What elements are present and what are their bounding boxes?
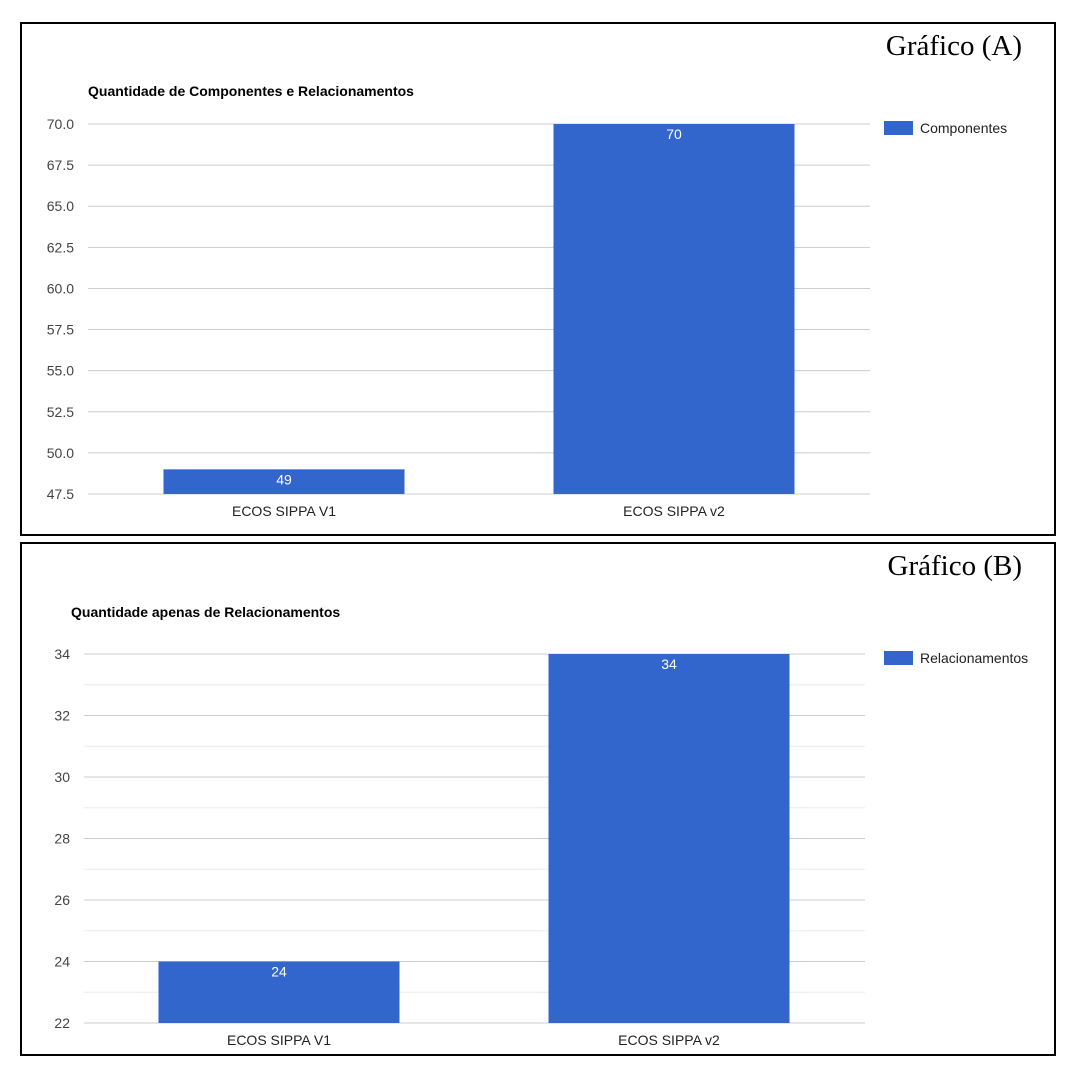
y-tick-label: 50.0: [47, 445, 74, 461]
bar-chart-components: Quantidade de Componentes e Relacionamen…: [47, 83, 1007, 519]
x-tick-label: ECOS SIPPA V1: [227, 1032, 331, 1048]
bar: [548, 654, 790, 1023]
y-tick-label: 22: [54, 1015, 70, 1031]
legend-label: Relacionamentos: [920, 650, 1028, 666]
x-tick-label: ECOS SIPPA V1: [232, 503, 336, 519]
legend-label: Componentes: [920, 120, 1007, 136]
y-tick-label: 30: [54, 769, 70, 785]
y-tick-label: 65.0: [47, 198, 74, 214]
y-tick-label: 55.0: [47, 363, 74, 379]
data-label: 70: [666, 126, 682, 142]
chart-panel-b: Gráfico (B) Quantidade apenas de Relacio…: [20, 542, 1056, 1056]
y-tick-label: 28: [54, 831, 70, 847]
legend-swatch: [884, 651, 913, 665]
chart-title: Quantidade apenas de Relacionamentos: [71, 604, 340, 620]
y-tick-label: 47.5: [47, 486, 74, 502]
x-tick-label: ECOS SIPPA v2: [618, 1032, 720, 1048]
data-label: 49: [276, 471, 292, 487]
bar: [553, 124, 795, 494]
bar: [163, 469, 405, 494]
y-tick-label: 32: [54, 708, 70, 724]
y-tick-label: 24: [54, 954, 70, 970]
y-tick-label: 60.0: [47, 280, 74, 296]
y-tick-label: 34: [54, 646, 70, 662]
data-label: 24: [271, 964, 287, 980]
bar: [158, 961, 400, 1023]
y-tick-label: 52.5: [47, 404, 74, 420]
x-tick-label: ECOS SIPPA v2: [623, 503, 725, 519]
data-label: 34: [661, 656, 677, 672]
y-tick-label: 70.0: [47, 116, 74, 132]
bar-chart-relationships: Quantidade apenas de Relacionamentos 22 24…: [54, 604, 1028, 1048]
y-tick-label: 26: [54, 892, 70, 908]
legend-swatch: [884, 121, 913, 135]
panel-label: Gráfico (A): [885, 30, 1022, 62]
y-tick-label: 67.5: [47, 157, 74, 173]
chart-panel-a: Gráfico (A) Quantidade de Componentes e …: [20, 22, 1056, 536]
y-tick-label: 62.5: [47, 239, 74, 255]
panel-label: Gráfico (B): [887, 550, 1022, 582]
chart-title: Quantidade de Componentes e Relacionamen…: [88, 83, 414, 99]
y-tick-label: 57.5: [47, 322, 74, 338]
